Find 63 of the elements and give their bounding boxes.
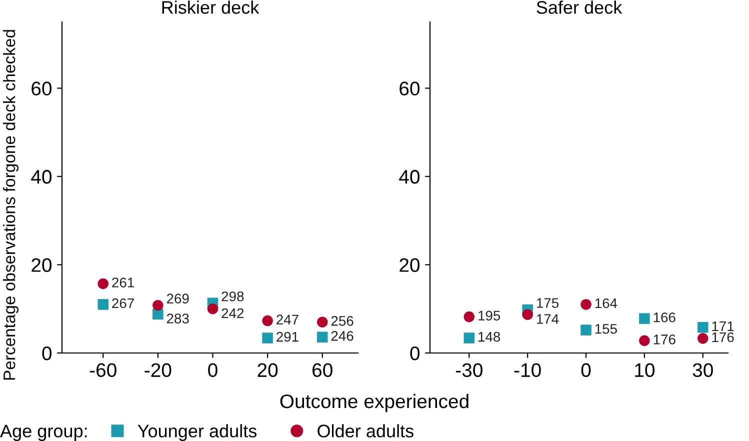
point (639, 313, 650, 324)
annotation: 291 (276, 332, 298, 342)
point (152, 300, 164, 311)
annotation: 256 (331, 316, 354, 326)
annotation: 247 (276, 314, 298, 324)
annotation: 283 (166, 314, 189, 324)
annotation: 242 (222, 308, 244, 318)
annotation: 175 (536, 298, 559, 308)
annotation: 148 (478, 332, 500, 342)
chart-title: Riskier deck (162, 0, 260, 14)
y-tick-label: 0 (410, 346, 420, 360)
point (152, 308, 164, 320)
annotation: 195 (478, 310, 500, 321)
point (639, 335, 650, 346)
y-tick-label: 20 (400, 258, 420, 272)
point (697, 333, 708, 344)
point (697, 322, 708, 333)
point (98, 299, 108, 310)
annotation: 176 (712, 332, 734, 342)
point (580, 324, 592, 336)
annotation: 171 (712, 321, 734, 331)
point (464, 332, 475, 344)
x-tick-label: -20 (144, 363, 172, 378)
point (316, 316, 328, 328)
x-tick-label: -30 (456, 363, 482, 378)
y-tick-label: 40 (31, 170, 52, 184)
x-tick-label: -10 (514, 363, 541, 378)
point (262, 315, 273, 326)
point (316, 332, 328, 342)
point (207, 303, 218, 314)
annotation: 174 (536, 314, 559, 324)
legend-label: Younger adults (138, 424, 257, 441)
x-tick-label: -60 (90, 363, 116, 378)
annotation: 176 (654, 334, 676, 344)
point (522, 309, 533, 320)
y-tick-label: 20 (32, 258, 52, 272)
x-tick-label: 30 (692, 363, 713, 378)
chart-title: Safer deck (536, 0, 622, 14)
annotation: 267 (112, 298, 134, 308)
x-tick-label: 60 (312, 363, 332, 378)
annotation: 164 (595, 298, 618, 308)
point (262, 332, 273, 344)
legend-title: Age group: (0, 424, 87, 441)
legend-label: Older adults (318, 424, 414, 438)
y-axis-title: Percentage observations forgone deck checked (3, 30, 19, 380)
annotation: 166 (654, 312, 676, 322)
y-tick-label: 40 (399, 170, 420, 184)
x-tick-label: 0 (208, 363, 218, 378)
y-tick-label: 60 (400, 82, 420, 96)
x-axis-title: Outcome experienced (280, 394, 468, 412)
point (464, 311, 475, 322)
x-tick-label: 0 (581, 363, 591, 378)
annotation: 261 (112, 278, 134, 288)
annotation: 269 (166, 294, 189, 304)
annotation: 298 (222, 291, 244, 302)
annotation: 246 (331, 331, 354, 341)
point (580, 299, 592, 310)
x-tick-label: 10 (635, 363, 654, 378)
point (98, 278, 108, 290)
annotation: 155 (595, 324, 617, 334)
y-tick-label: 60 (32, 82, 52, 96)
x-tick-label: 20 (258, 363, 278, 378)
y-tick-label: 0 (42, 346, 52, 360)
